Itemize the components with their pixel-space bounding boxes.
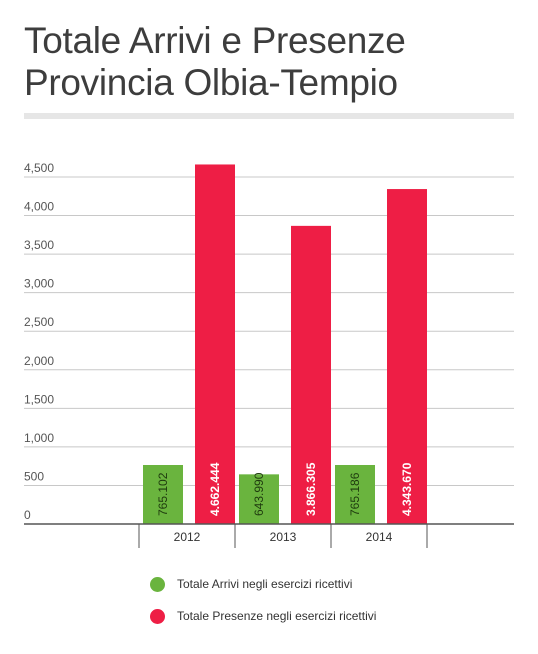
- legend-item-arrivi: Totale Arrivi negli esercizi ricettivi: [150, 574, 376, 594]
- legend-label-presenze: Totale Presenze negli esercizi ricettivi: [177, 609, 377, 623]
- x-tick-label: 2014: [366, 530, 393, 544]
- title-line: Totale Arrivi e Presenze: [24, 20, 406, 61]
- y-tick-label: 3,000: [24, 277, 54, 291]
- y-tick-label: 1,000: [24, 431, 54, 445]
- bar: [291, 225, 331, 524]
- legend-label-arrivi: Totale Arrivi negli esercizi ricettivi: [177, 577, 353, 591]
- bar: [387, 189, 427, 524]
- subtitle-line: Provincia Olbia-Tempio: [24, 62, 398, 103]
- bar-data-label: 765.186: [348, 472, 362, 516]
- bar-data-label: 4.343.670: [400, 462, 414, 516]
- y-tick-label: 2,000: [24, 354, 54, 368]
- bar: [335, 464, 375, 524]
- legend-swatch-arrivi: [150, 576, 165, 592]
- bar: [143, 465, 183, 524]
- bar-data-label: 3.866.305: [304, 462, 318, 516]
- legend-item-presenze: Totale Presenze negli esercizi ricettivi: [150, 606, 376, 626]
- chart-title: Totale Arrivi e Presenze Provincia Olbia…: [24, 20, 406, 104]
- y-tick-label: 2,500: [24, 315, 54, 329]
- x-tick-label: 2013: [270, 530, 297, 544]
- gridlines: [24, 176, 514, 486]
- y-tick-label: 4,500: [24, 161, 54, 175]
- bar: [195, 164, 235, 525]
- x-tick-label: 2012: [174, 530, 201, 544]
- bar: [239, 474, 279, 524]
- bar-data-label: 4.662.444: [208, 462, 222, 516]
- y-tick-label: 1,500: [24, 392, 54, 406]
- x-axis: 2012 2013 2014: [24, 523, 514, 548]
- y-tick-label: 4,000: [24, 200, 54, 214]
- y-axis-ticks: 0 500 1,000 1,500 2,000 2,500 3,000 3,500 4,000 4…: [24, 161, 54, 522]
- bar-data-label: 765.102: [156, 472, 170, 516]
- legend: Totale Arrivi negli esercizi ricettivi T…: [150, 574, 376, 638]
- y-tick-label: 500: [24, 469, 44, 483]
- legend-swatch-presenze: [150, 608, 165, 624]
- y-tick-label: 3,500: [24, 238, 54, 252]
- title-divider: [24, 113, 514, 119]
- bars: 765.102 4.662.444 643.990 3.866.305 765.186 4…: [143, 164, 427, 525]
- bar-data-label: 643.990: [252, 472, 266, 516]
- bar-chart: 0 500 1,000 1,500 2,000 2,500 3,000 3,500 4,000 4…: [24, 161, 514, 548]
- y-tick-label: 0: [24, 508, 31, 522]
